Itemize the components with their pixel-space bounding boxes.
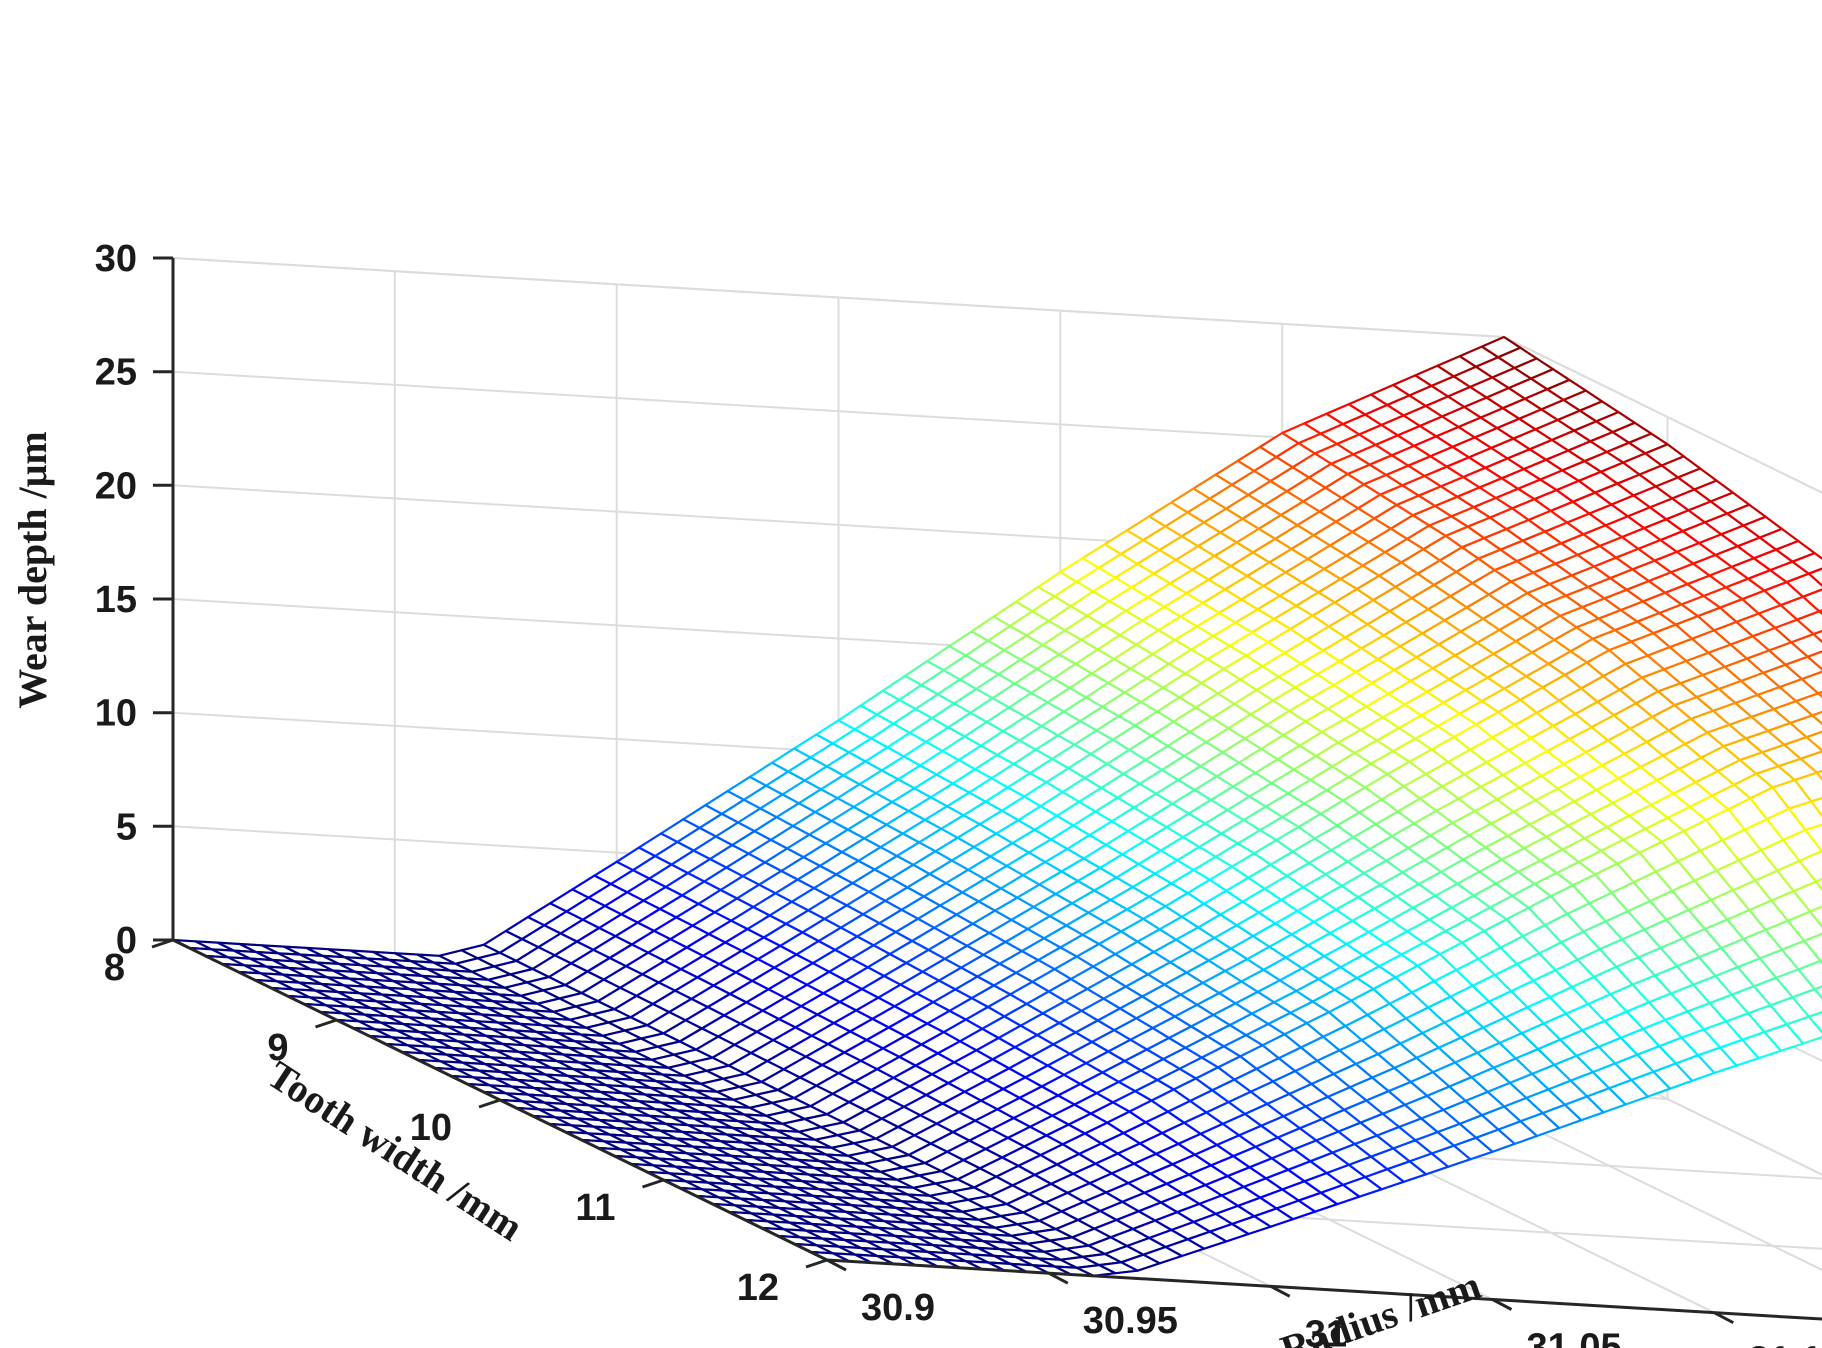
z-tick-label: 25 bbox=[95, 352, 137, 394]
x-tick-label: 30.9 bbox=[861, 1287, 935, 1329]
x-tick bbox=[826, 1258, 847, 1272]
z-tick-label: 15 bbox=[95, 579, 137, 621]
x-tick-label: 31 bbox=[1305, 1313, 1347, 1348]
surface-mesh bbox=[171, 335, 1822, 1277]
z-tick-label: 10 bbox=[95, 693, 137, 735]
x-axis-title: Radius /mm bbox=[1275, 1262, 1486, 1348]
box-edge bbox=[1503, 336, 1822, 494]
y-tick bbox=[642, 1178, 664, 1189]
y-tick-label: 9 bbox=[267, 1027, 288, 1069]
x-tick-label: 31.1 bbox=[1748, 1340, 1822, 1348]
box-edge bbox=[172, 257, 1505, 338]
z-tick-label: 0 bbox=[116, 920, 137, 962]
z-tick-label: 5 bbox=[116, 806, 137, 848]
y-tick-label: 10 bbox=[410, 1107, 452, 1149]
y-tick-label: 11 bbox=[575, 1187, 615, 1229]
x-tick bbox=[1048, 1271, 1069, 1285]
y-tick bbox=[478, 1098, 501, 1109]
y-tick bbox=[805, 1258, 828, 1269]
x-tick bbox=[1713, 1311, 1734, 1325]
z-axis-title: Wear depth /μm bbox=[10, 431, 55, 709]
y-tick bbox=[315, 1018, 337, 1029]
x-tick-label: 30.95 bbox=[1083, 1300, 1178, 1342]
tick-marks bbox=[151, 256, 1734, 1325]
y-tick-label: 12 bbox=[737, 1267, 779, 1309]
y-tick bbox=[151, 938, 174, 949]
x-tick bbox=[1491, 1298, 1513, 1311]
x-tick bbox=[1270, 1284, 1291, 1298]
z-tick-label: 30 bbox=[95, 238, 137, 280]
y-tick-label: 8 bbox=[104, 947, 125, 989]
x-tick-label: 31.05 bbox=[1527, 1327, 1622, 1348]
tick-labels: 0 5 10 15 20 25 30 8 9 10 11 12 30.9 30.95 31 31.05 31.1… bbox=[95, 238, 1822, 1348]
z-tick-label: 20 bbox=[95, 465, 137, 507]
